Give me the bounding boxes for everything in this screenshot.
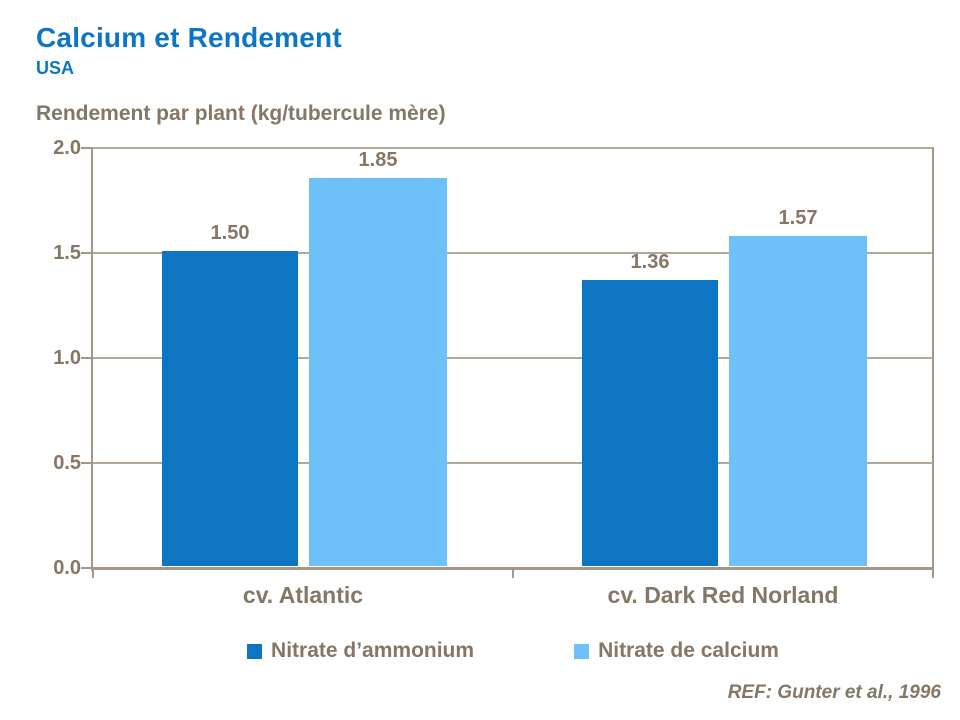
y-tick-label: 1.5 bbox=[53, 242, 81, 264]
y-tick-label: 2.0 bbox=[53, 137, 81, 159]
legend-label: Nitrate de calcium bbox=[598, 639, 779, 662]
bar-series2 bbox=[729, 236, 867, 566]
slide-subtitle: USA bbox=[36, 58, 75, 78]
reference-text: REF: Gunter et al., 1996 bbox=[727, 682, 941, 703]
axis-title: Rendement par plant (kg/tubercule mère) bbox=[36, 102, 446, 125]
x-tick-mark bbox=[932, 569, 934, 578]
y-tick-label: 1.0 bbox=[53, 347, 81, 369]
y-tick-mark bbox=[81, 147, 93, 149]
gridline bbox=[93, 252, 933, 254]
category-label: cv. Dark Red Norland bbox=[607, 582, 839, 608]
y-tick-label: 0.5 bbox=[53, 452, 81, 474]
plot-area: 0.0 0.5 1.0 1.5 2.0 cv. Atlantic 1.50 1.85 cv. D… bbox=[53, 137, 934, 608]
x-tick-mark bbox=[92, 569, 94, 578]
value-label: 1.50 bbox=[210, 222, 250, 244]
legend-swatch-icon bbox=[247, 643, 263, 659]
legend-swatch-icon bbox=[574, 643, 590, 659]
bar-series1 bbox=[582, 280, 718, 566]
y-tick-mark bbox=[81, 462, 93, 464]
legend: Nitrate d’ammonium Nitrate de calcium bbox=[93, 636, 933, 666]
y-axis-line bbox=[91, 147, 93, 571]
slide-title: Calcium et Rendement bbox=[36, 22, 342, 53]
bar-series1 bbox=[162, 251, 298, 566]
legend-label: Nitrate d’ammonium bbox=[271, 639, 475, 662]
y-tick-mark bbox=[81, 252, 93, 254]
value-label: 1.85 bbox=[358, 148, 398, 171]
y-tick-label: 0.0 bbox=[53, 557, 81, 579]
y-tick-mark bbox=[81, 567, 93, 569]
y-tick-mark bbox=[81, 357, 93, 359]
gridline bbox=[93, 462, 933, 464]
category-label: cv. Atlantic bbox=[242, 582, 364, 608]
plot-right-border bbox=[932, 147, 934, 571]
bar-series2 bbox=[309, 177, 447, 566]
legend-item: Nitrate d’ammonium bbox=[247, 639, 474, 663]
legend-item: Nitrate de calcium bbox=[574, 639, 779, 663]
gridline bbox=[93, 147, 933, 149]
x-tick-mark bbox=[512, 569, 514, 578]
value-label: 1.57 bbox=[778, 207, 818, 230]
x-axis-line bbox=[93, 567, 933, 570]
gridline bbox=[93, 357, 933, 359]
value-label: 1.36 bbox=[630, 251, 670, 274]
